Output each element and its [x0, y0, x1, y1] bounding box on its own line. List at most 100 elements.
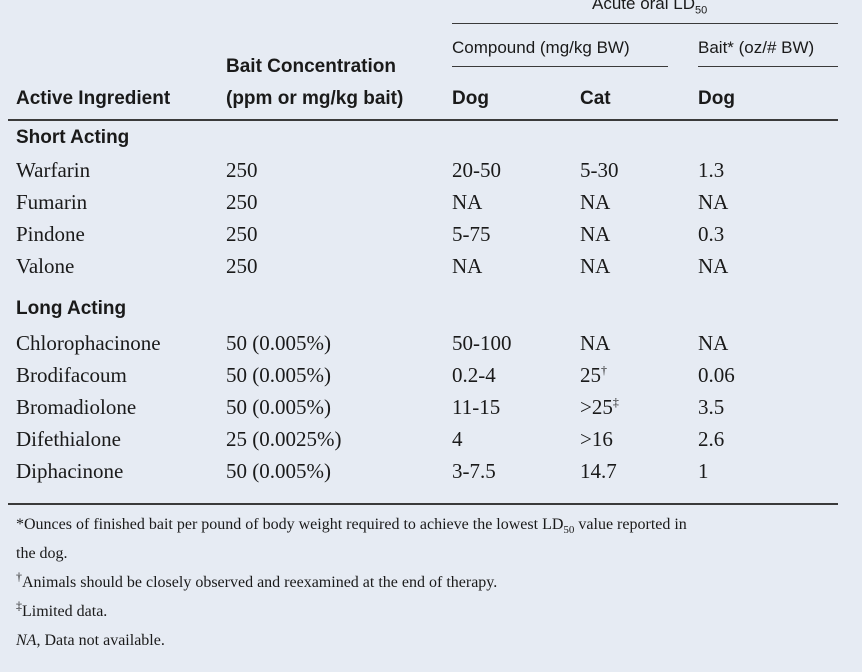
table-row: Fumarin 250 NA NA NA: [0, 187, 862, 217]
cat-header: Cat: [580, 88, 611, 109]
dog-cell: 50-100: [452, 331, 512, 355]
table-row: Pindone 250 5-75 NA 0.3: [0, 219, 862, 249]
concentration-cell: 250: [226, 222, 258, 246]
dog-cell: 3-7.5: [452, 459, 496, 483]
ingredient-cell: Diphacinone: [16, 459, 124, 483]
concentration-cell: 250: [226, 190, 258, 214]
cat-cell: NA: [580, 187, 610, 217]
dog-cell: NA: [452, 254, 483, 278]
ingredient-cell: Bromadiolone: [16, 395, 137, 419]
section-title-long-acting: Long Acting: [16, 298, 127, 319]
ingredient-header: Active Ingredient: [16, 88, 171, 109]
table-row: Diphacinone 50 (0.005%) 3-7.5 14.7 1: [0, 456, 862, 486]
ingredient-cell: Warfarin: [16, 158, 91, 182]
cat-value: >25: [580, 395, 613, 419]
ld50-group-title-subscript: 50: [695, 4, 708, 17]
cat-cell: >25‡: [580, 392, 619, 422]
ingredient-cell: Pindone: [16, 222, 85, 246]
dog-cell: 11-15: [452, 395, 501, 419]
dog-cell: 0.2-4: [452, 363, 496, 387]
compound-subheader: Compound (mg/kg BW): [452, 38, 630, 57]
cat-cell: >16: [580, 424, 613, 454]
bait-dog-cell: 0.3: [698, 222, 725, 246]
bait-dog-cell: NA: [698, 190, 729, 214]
bait-dog-cell: 1.3: [698, 158, 725, 182]
table-row: Warfarin 250 20-50 5-30 1.3: [0, 155, 862, 185]
table-row: Chlorophacinone 50 (0.005%) 50-100 NA NA: [0, 328, 862, 358]
cat-value: >16: [580, 427, 613, 451]
compound-subheader-rule: [452, 66, 668, 67]
cat-value: 25: [580, 363, 601, 387]
footnote-double-dagger-mark: ‡: [16, 598, 22, 613]
bait-dog-cell: 3.5: [698, 395, 725, 419]
footnote-double-dagger: ‡Limited data.: [16, 600, 108, 621]
ingredient-cell: Fumarin: [16, 190, 88, 214]
ingredient-cell: Valone: [16, 254, 75, 278]
concentration-cell: 50 (0.005%): [226, 331, 331, 355]
section-title-short-acting: Short Acting: [16, 127, 130, 148]
table-row: Brodifacoum 50 (0.005%) 0.2-4 25† 0.06: [0, 360, 862, 390]
cat-cell: NA: [580, 251, 610, 281]
cat-footnote-mark: †: [601, 363, 607, 377]
ld50-group-title: Acute oral LD50: [592, 0, 708, 17]
ingredient-cell: Chlorophacinone: [16, 331, 161, 355]
concentration-cell: 250: [226, 158, 258, 182]
ld50-group-title-text: Acute oral LD: [592, 0, 695, 13]
bait-dog-cell: 2.6: [698, 427, 725, 451]
cat-cell: 25†: [580, 360, 607, 390]
cat-value: 5-30: [580, 158, 619, 182]
concentration-cell: 50 (0.005%): [226, 459, 331, 483]
footnote-bait-definition: *Ounces of finished bait per pound of bo…: [16, 516, 687, 537]
table-row: Difethialone 25 (0.0025%) 4 >16 2.6: [0, 424, 862, 454]
cat-footnote-mark: ‡: [612, 395, 619, 409]
concentration-cell: 250: [226, 254, 258, 278]
cat-value: NA: [580, 254, 611, 278]
footnote-dagger-mark: †: [16, 569, 22, 584]
bait-dog-cell: NA: [698, 331, 729, 355]
bait-dog-header: Dog: [698, 88, 735, 109]
footnote-na-text: , Data not available.: [36, 632, 165, 649]
footnote-bait-text-b: value reported in: [574, 516, 687, 533]
cat-cell: NA: [580, 328, 610, 358]
footnote-dagger: †Animals should be closely observed and …: [16, 571, 498, 592]
footnote-bait-subscript: 50: [563, 524, 575, 537]
bait-subheader: Bait* (oz/# BW): [698, 38, 814, 58]
ingredient-cell: Brodifacoum: [16, 363, 127, 387]
footnote-na: NA, Data not available.: [16, 632, 165, 650]
cat-cell: 5-30: [580, 155, 619, 185]
footnote-na-abbr: NA: [16, 632, 37, 649]
bait-subheader-label: Bait: [698, 38, 728, 57]
concentration-cell: 50 (0.005%): [226, 395, 331, 419]
dog-cell: 5-75: [452, 222, 491, 246]
dog-header: Dog: [452, 88, 489, 109]
bait-subheader-unit: (oz/# BW): [733, 38, 815, 57]
table-row: Valone 250 NA NA NA: [0, 251, 862, 281]
ld50-group-rule: [452, 23, 838, 24]
cat-cell: 14.7: [580, 456, 617, 486]
bait-subheader-mark: *: [727, 38, 734, 57]
footnote-double-dagger-text: Limited data.: [22, 603, 108, 620]
footnote-dagger-text: Animals should be closely observed and r…: [22, 574, 498, 591]
bait-subheader-rule: [698, 66, 838, 67]
cat-value: NA: [580, 331, 611, 355]
footnote-bait-text-a: *Ounces of finished bait per pound of bo…: [16, 516, 564, 533]
concentration-header-line1: Bait Concentration: [226, 56, 396, 77]
bait-dog-cell: NA: [698, 254, 729, 278]
header-rule: [8, 119, 838, 121]
ingredient-cell: Difethialone: [16, 427, 121, 451]
table-row: Bromadiolone 50 (0.005%) 11-15 >25‡ 3.5: [0, 392, 862, 422]
bait-dog-cell: 1: [698, 459, 709, 483]
cat-value: NA: [580, 222, 611, 246]
dog-cell: 20-50: [452, 158, 501, 182]
cat-value: 14.7: [580, 459, 617, 483]
concentration-cell: 50 (0.005%): [226, 363, 331, 387]
concentration-cell: 25 (0.0025%): [226, 427, 342, 451]
bait-dog-cell: 0.06: [698, 363, 735, 387]
dog-cell: 4: [452, 427, 463, 451]
cat-value: NA: [580, 190, 611, 214]
footnote-bait-definition-cont: the dog.: [16, 545, 68, 562]
cat-cell: NA: [580, 219, 610, 249]
table-bottom-rule: [8, 503, 838, 505]
dog-cell: NA: [452, 190, 483, 214]
concentration-header-line2: (ppm or mg/kg bait): [226, 88, 404, 109]
